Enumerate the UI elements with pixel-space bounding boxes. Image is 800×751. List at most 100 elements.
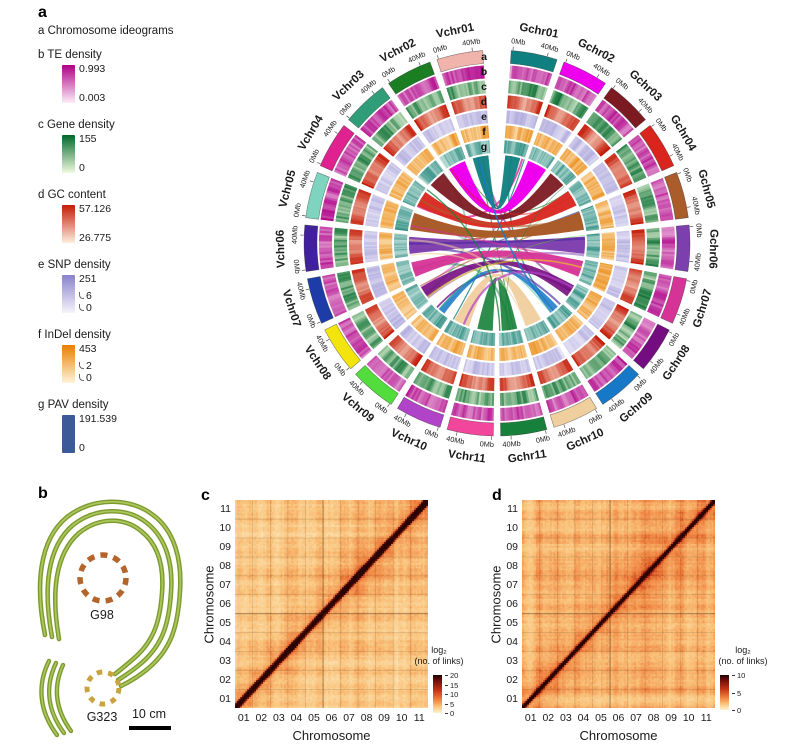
track-c-Gchr03 — [586, 111, 623, 148]
mb-tick-mark — [565, 58, 568, 63]
legend-gradient-d — [62, 205, 75, 243]
track-g-Vchr01 — [464, 140, 491, 158]
x-axis-tick: 03 — [560, 712, 572, 724]
track-f-Vchr01 — [460, 125, 490, 144]
colorbar-tick: 20 — [445, 671, 458, 680]
track-e-Gchr03 — [568, 135, 600, 167]
y-axis-tick: 06 — [219, 598, 231, 610]
mb-tick-mark — [305, 288, 310, 291]
legend-min-value: 26.775 — [79, 232, 112, 244]
track-e-Gchr08 — [588, 297, 616, 330]
legend-max-value: 251 — [79, 273, 97, 285]
legend-scale: 251 6 0 — [62, 273, 192, 314]
legend-mid-value: 6 — [79, 291, 92, 302]
mb-tick-label: 40Mb — [557, 425, 577, 440]
legend-gradient-c — [62, 135, 75, 173]
ideogram-Vchr07 — [307, 276, 334, 324]
bracket-hook — [79, 362, 84, 369]
colorbar-title-line1: log₂ — [431, 645, 447, 655]
mb-tick-mark — [687, 206, 691, 208]
mb-tick-mark — [418, 62, 421, 66]
mb-tick-label: 0Mb — [307, 148, 321, 165]
x-axis-tick: 05 — [308, 712, 320, 724]
mb-tick-label: 0Mb — [423, 427, 439, 440]
ideogram-Vchr05 — [305, 172, 330, 220]
mb-tick-mark — [563, 424, 566, 428]
legend-key: b — [38, 49, 45, 61]
thin-link — [410, 224, 584, 264]
colorbar-tick: 0 — [732, 706, 741, 715]
legend-item-a: a Chromosome ideograms — [38, 24, 218, 38]
track-b-Vchr07 — [322, 273, 347, 318]
track-c-Gchr06 — [645, 227, 661, 268]
mb-tick-label: 40Mb — [295, 281, 308, 301]
track-b-Vchr11 — [451, 402, 494, 421]
synteny-ribbon-Gchr05-Vchr05 — [410, 211, 584, 238]
track-c-Vchr05 — [335, 183, 358, 224]
mb-tick-mark — [545, 430, 547, 434]
mb-tick-label: 0Mb — [614, 76, 631, 92]
colorbar-title-line2: (no. of links) — [718, 655, 768, 666]
x-axis-tick: 09 — [665, 712, 677, 724]
mb-tick-mark — [686, 280, 691, 282]
panel-c: c Chromosome Chromosome log₂ (no. of lin… — [195, 485, 495, 751]
mb-tick-mark — [546, 52, 549, 57]
legend-title: g PAV density — [38, 398, 218, 412]
y-axis-tick: 03 — [219, 654, 231, 667]
track-f-Vchr10 — [436, 332, 466, 356]
track-g-Vchr11 — [470, 329, 496, 346]
chromosome-label: Vchr06 — [275, 230, 288, 269]
track-d-Vchr09 — [388, 334, 423, 367]
ideogram-Gchr08 — [633, 323, 670, 370]
synteny-ribbon-Gchr08-Vchr08 — [420, 260, 575, 298]
track-letter-d: d — [481, 96, 487, 108]
ideogram-Vchr11 — [446, 416, 494, 437]
track-f-Vchr05 — [380, 199, 400, 230]
y-axis-tick: 01 — [219, 692, 231, 705]
y-axis-tick: 03 — [506, 654, 518, 667]
track-e-Gchr04 — [592, 162, 619, 195]
mb-tick-mark — [334, 131, 338, 134]
track-f-Gchr09 — [554, 314, 584, 342]
track-d-Vchr08 — [364, 303, 395, 340]
legend-item-b: b TE density 0.993 0.003 — [38, 48, 218, 104]
track-e-Vchr02 — [422, 118, 456, 144]
y-axis-tick: 08 — [506, 560, 518, 573]
mb-tick-label: 40Mb — [298, 169, 312, 189]
legend-min-value: 0 — [79, 442, 85, 454]
mb-tick-mark — [668, 331, 673, 334]
colorbar-tick: 0 — [445, 709, 454, 718]
ideogram-Vchr03 — [348, 87, 391, 129]
thin-link — [409, 239, 542, 321]
track-c-Gchr05 — [636, 183, 659, 224]
track-d-Gchr01 — [507, 95, 544, 115]
mb-tick-label: 0Mb — [432, 42, 448, 55]
ideogram-Gchr05 — [664, 172, 689, 220]
track-letter-e: e — [481, 111, 487, 123]
circos-rings — [300, 46, 694, 440]
panel-b-label: b — [38, 485, 48, 502]
chromosome-label: Vchr09 — [339, 391, 376, 425]
track-c-Vchr09 — [377, 345, 415, 380]
track-f-Vchr04 — [388, 171, 414, 201]
ideogram-Vchr02 — [388, 61, 435, 95]
track-c-Gchr08 — [610, 310, 643, 350]
legend-label: PAV density — [47, 399, 109, 411]
ideogram-Gchr03 — [603, 87, 646, 129]
track-b-Vchr09 — [366, 355, 407, 392]
track-e-Vchr03 — [394, 135, 426, 167]
legend-item-g: g PAV density 191.539 0 — [38, 398, 218, 454]
mb-tick-mark — [611, 398, 614, 402]
track-letter-c: c — [481, 81, 487, 93]
track-f-Vchr03 — [406, 148, 435, 176]
ideogram-Gchr09 — [595, 365, 639, 405]
track-e-Gchr05 — [608, 194, 629, 228]
legend-gradient-b — [62, 65, 75, 103]
track-g-Gchr03 — [550, 160, 577, 186]
legend-key: a — [38, 25, 45, 37]
panel-d-label: d — [492, 487, 502, 504]
chromosome-label: Gchr08 — [661, 343, 693, 383]
mb-tick-label: 40Mb — [540, 41, 560, 54]
track-d-Vchr05 — [350, 188, 372, 226]
legend-title: d GC content — [38, 188, 218, 202]
